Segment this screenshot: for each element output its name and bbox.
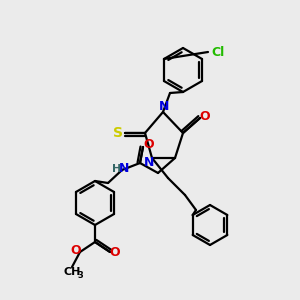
Text: S: S [113, 126, 123, 140]
Text: O: O [144, 139, 154, 152]
Text: H: H [112, 164, 122, 174]
Text: O: O [110, 245, 120, 259]
Text: N: N [119, 163, 129, 176]
Text: N: N [144, 157, 154, 169]
Text: N: N [159, 100, 169, 113]
Text: O: O [200, 110, 210, 122]
Text: 3: 3 [77, 271, 83, 280]
Text: CH: CH [63, 267, 81, 277]
Text: O: O [71, 244, 81, 256]
Text: Cl: Cl [212, 46, 225, 59]
